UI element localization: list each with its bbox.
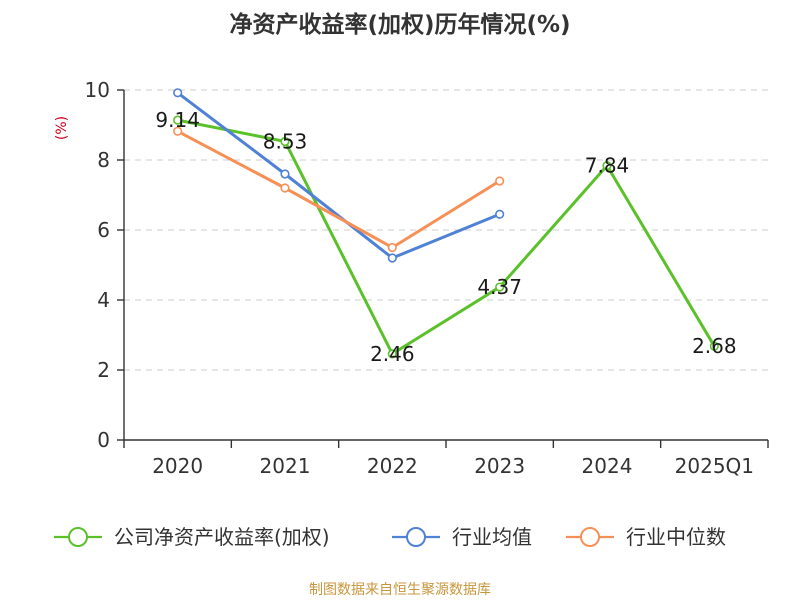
data-point xyxy=(280,169,290,179)
y-tick-label: 4 xyxy=(97,288,110,312)
legend-swatch-marker xyxy=(68,527,88,547)
legend-label: 行业中位数 xyxy=(626,525,726,549)
data-point xyxy=(173,115,183,125)
data-point xyxy=(495,282,505,292)
y-tick-label: 8 xyxy=(97,148,110,172)
data-point xyxy=(495,176,505,186)
x-tick-label: 2025Q1 xyxy=(675,454,754,478)
y-tick-label: 6 xyxy=(97,218,110,242)
series-line xyxy=(176,118,716,356)
x-tick-label: 2023 xyxy=(474,454,525,478)
data-point xyxy=(709,341,719,351)
axes: 0 2 4 6 8 10 2020 2021 2022 2023 2024 2025Q1 xyxy=(85,78,769,478)
grid-lines xyxy=(124,89,768,371)
series-line xyxy=(176,129,502,249)
legend-label: 行业均值 xyxy=(452,525,532,549)
x-tick-label: 2020 xyxy=(152,454,203,478)
data-point xyxy=(173,126,183,136)
legend-label: 公司净资产收益率(加权) xyxy=(114,525,330,549)
data-point xyxy=(602,161,612,171)
legend-swatch-marker xyxy=(580,527,600,547)
data-point xyxy=(495,209,505,219)
data-label: 2.46 xyxy=(370,342,415,366)
data-label: 4.37 xyxy=(477,275,522,299)
chart-title: 净资产收益率(加权)历年情况(%) xyxy=(229,11,570,38)
data-label: 9.14 xyxy=(155,108,200,132)
y-axis-label: (%) xyxy=(54,116,70,140)
legend: 公司净资产收益率(加权) 行业均值 行业中位数 xyxy=(54,525,726,549)
x-tick-label: 2021 xyxy=(260,454,311,478)
data-point xyxy=(387,253,397,263)
y-tick-label: 0 xyxy=(97,428,110,452)
x-tick-label: 2022 xyxy=(367,454,418,478)
data-point xyxy=(387,242,397,253)
y-tick-label: 10 xyxy=(85,78,110,102)
series-line xyxy=(176,91,502,260)
data-label: 7.84 xyxy=(585,154,630,178)
y-tick-label: 2 xyxy=(97,358,110,382)
data-point xyxy=(387,349,397,359)
x-tick-label: 2024 xyxy=(582,454,633,478)
legend-swatch-marker xyxy=(406,527,426,547)
data-point xyxy=(280,183,290,193)
data-labels: 9.14 8.53 2.46 4.37 7.84 2.68 xyxy=(155,108,736,366)
data-label: 8.53 xyxy=(263,129,308,153)
data-point xyxy=(280,136,290,147)
series-lines xyxy=(173,88,719,359)
source-note: 制图数据来自恒生聚源数据库 xyxy=(309,582,491,598)
data-label: 2.68 xyxy=(692,334,737,358)
data-point xyxy=(173,88,183,98)
